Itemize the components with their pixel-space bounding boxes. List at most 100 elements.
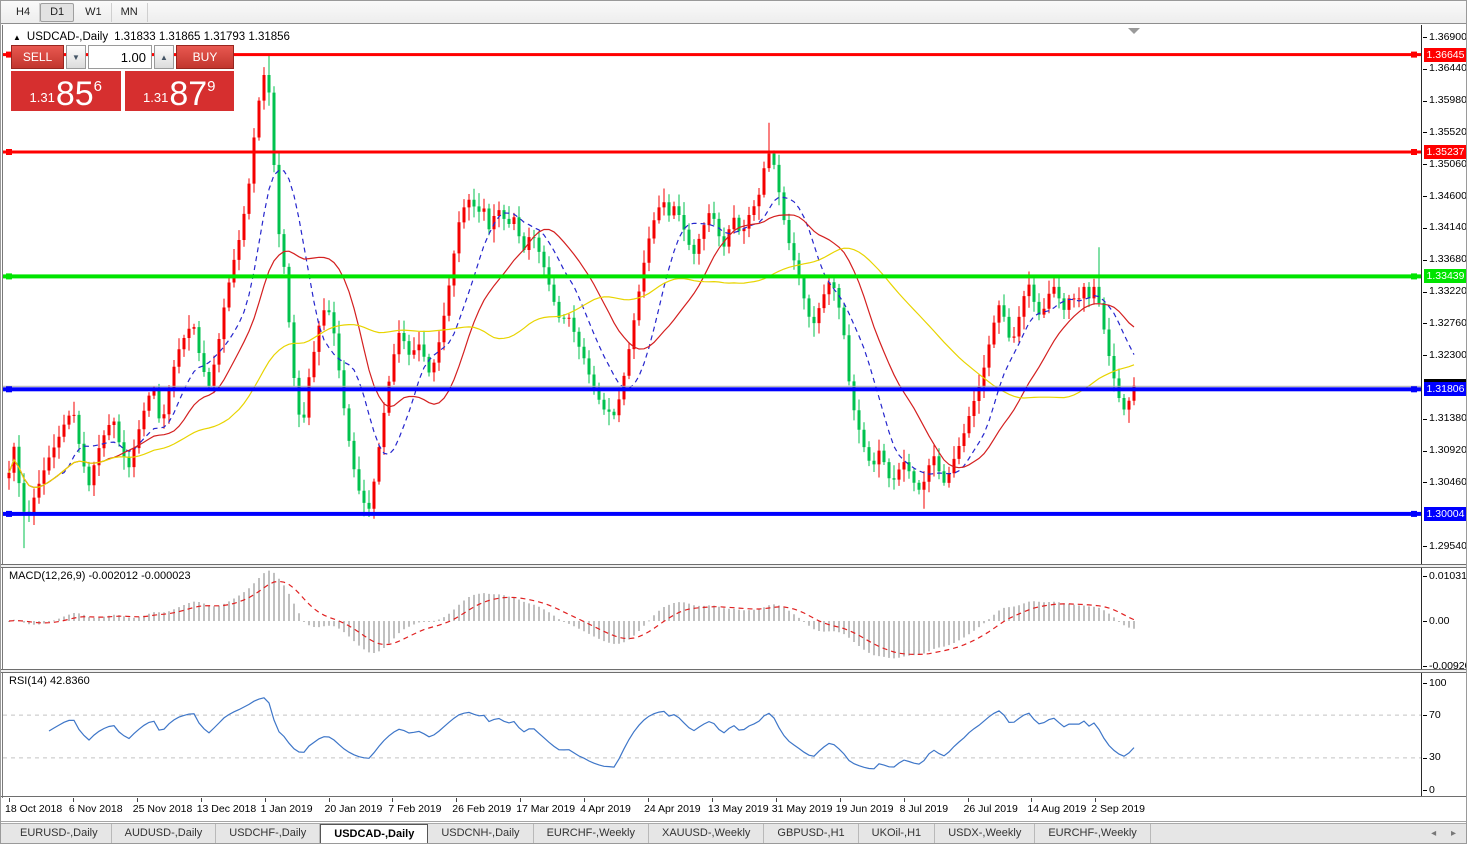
hline-1.36645[interactable] [3, 53, 1421, 57]
rsi-scale-30: 30 [1429, 751, 1441, 764]
volume-decrease-button[interactable]: ▼ [66, 45, 86, 69]
date-label: 20 Jan 2019 [324, 803, 383, 815]
date-label: 25 Nov 2018 [132, 803, 193, 815]
chart-tab-usdcad-daily[interactable]: USDCAD-,Daily [320, 824, 429, 843]
buy-price-prefix: 1.31 [143, 90, 169, 105]
chart-tab-gbpusd-h1[interactable]: GBPUSD-,H1 [764, 824, 859, 843]
date-tick [264, 798, 266, 802]
bid-price-line [3, 385, 1421, 387]
date-tick [456, 798, 458, 802]
price-tick-1.33220: 1.33220 [1429, 285, 1467, 297]
price-tick-dash [1423, 323, 1427, 325]
date-tick [392, 798, 394, 802]
chart-tab-eurchf-weekly[interactable]: EURCHF-,Weekly [534, 824, 649, 843]
sell-price-prefix: 1.31 [29, 90, 55, 105]
collapse-triangle-icon[interactable]: ▲ [13, 32, 21, 42]
date-axis[interactable]: 18 Oct 2018 6 Nov 2018 25 Nov 2018 13 Dec 2… [1, 798, 1466, 821]
tab-scroll-arrows[interactable]: ◂ ▸ [1431, 828, 1462, 839]
buy-price-display[interactable]: 1.31 87 9 [124, 71, 234, 111]
hline-price-label-1.35237: 1.35237 [1424, 145, 1466, 159]
price-tick-dash [1423, 546, 1427, 547]
hline-marker-left[interactable] [6, 149, 12, 155]
price-tick-1.36900: 1.36900 [1429, 30, 1467, 43]
date-label: 19 Jun 2019 [835, 803, 894, 815]
last-bar-marker-icon [1128, 28, 1140, 34]
chart-title: ▲ USDCAD-,Daily 1.31833 1.31865 1.31793 … [13, 31, 290, 43]
date-tick [839, 798, 841, 802]
date-tick [775, 798, 777, 802]
price-tick-dash [1423, 37, 1427, 38]
date-tick [136, 798, 138, 802]
macd-scale-dash [1423, 576, 1427, 577]
chart-tab-eurusd-daily[interactable]: EURUSD-,Daily [7, 824, 112, 843]
timeframe-button-w1[interactable]: W1 [76, 2, 112, 22]
chart-tab-usdchf-daily[interactable]: USDCHF-,Daily [216, 824, 321, 843]
price-tick-1.30920: 1.30920 [1429, 444, 1467, 457]
price-tick-dash [1423, 132, 1427, 134]
candlestick-series [7, 53, 1136, 549]
hline-marker-left[interactable] [6, 273, 12, 280]
date-label: 17 Mar 2019 [516, 803, 576, 815]
hline-marker-left[interactable] [6, 386, 12, 393]
date-label: 31 May 2019 [771, 803, 833, 815]
timeframe-toolbar: H4 D1 W1 MN [1, 1, 1466, 24]
date-tick [584, 798, 586, 802]
date-label: 7 Feb 2019 [388, 803, 442, 815]
hline-marker-right[interactable] [1411, 273, 1417, 280]
price-chart-canvas[interactable] [1, 25, 1421, 798]
price-axis[interactable]: 1.36900 1.36440 1.35980 1.35520 1.35060 1.346… [1421, 25, 1467, 797]
hline-marker-left[interactable] [6, 510, 12, 517]
macd-signal-line [8, 580, 1135, 656]
chart-tab-ukoil-h1[interactable]: UKOil-,H1 [859, 824, 936, 843]
rsi-scale-dash [1423, 683, 1427, 684]
hline-marker-right[interactable] [1411, 386, 1417, 393]
hline-1.30004[interactable] [3, 511, 1421, 516]
hline-marker-right[interactable] [1411, 510, 1417, 517]
chart-symbol: USDCAD-,Daily [26, 31, 109, 43]
hline-price-label-1.33439: 1.33439 [1424, 269, 1466, 284]
price-tick-dash [1423, 450, 1427, 452]
ma-line-10 [8, 169, 1135, 489]
hline-marker-right[interactable] [1411, 149, 1417, 155]
chart-tab-usdx-weekly[interactable]: USDX-,Weekly [935, 824, 1036, 843]
pane-separator-macd[interactable] [1, 564, 1466, 568]
hline-1.31806[interactable] [3, 387, 1421, 392]
price-tick-dash [1423, 164, 1427, 166]
price-tick-dash [1423, 196, 1427, 198]
chart-tab-usdcnh-daily[interactable]: USDCNH-,Daily [428, 824, 534, 843]
timeframe-button-mn[interactable]: MN [112, 2, 148, 22]
hline-price-label-1.30004: 1.30004 [1424, 506, 1466, 521]
chart-tab-xauusd-weekly[interactable]: XAUUSD-,Weekly [649, 824, 765, 843]
buy-button[interactable]: BUY [176, 45, 234, 69]
sell-button[interactable]: SELL [11, 45, 64, 69]
price-tick-1.33680: 1.33680 [1429, 253, 1467, 266]
rsi-scale-100: 100 [1429, 676, 1447, 689]
date-tick [328, 798, 330, 802]
volume-increase-button[interactable]: ▲ [154, 45, 174, 69]
sell-price-display[interactable]: 1.31 85 6 [11, 71, 121, 111]
hline-1.33439[interactable] [3, 274, 1421, 279]
chart-tab-eurchf-weekly[interactable]: EURCHF-,Weekly [1035, 824, 1151, 843]
pane-separator-rsi[interactable] [1, 669, 1466, 673]
rsi-scale-70: 70 [1429, 708, 1441, 721]
date-tick [903, 798, 905, 802]
macd-scale-0.00: 0.00 [1429, 614, 1450, 627]
hline-1.35237[interactable] [3, 150, 1421, 154]
macd-scale--0.009203: -0.009203 [1429, 659, 1466, 672]
hline-marker-left[interactable] [6, 51, 12, 58]
price-tick-dash [1423, 482, 1427, 484]
timeframe-button-d1[interactable]: D1 [40, 2, 75, 22]
date-tick [1031, 798, 1033, 802]
ma-line-45 [8, 247, 1135, 489]
chart-ohlc-values: 1.31833 1.31865 1.31793 1.31856 [114, 31, 290, 43]
chart-tab-audusd-daily[interactable]: AUDUSD-,Daily [112, 824, 217, 843]
timeframe-button-h4[interactable]: H4 [7, 2, 41, 22]
volume-input[interactable]: 1.00 [88, 45, 152, 69]
price-tick-1.36440: 1.36440 [1429, 62, 1467, 75]
hline-marker-right[interactable] [1411, 51, 1417, 58]
date-label: 18 Oct 2018 [5, 803, 63, 815]
price-tick-1.29540: 1.29540 [1429, 539, 1467, 552]
date-label: 2 Sep 2019 [1091, 803, 1146, 815]
price-tick-1.32760: 1.32760 [1429, 316, 1467, 329]
macd-scale-dash [1423, 666, 1427, 667]
